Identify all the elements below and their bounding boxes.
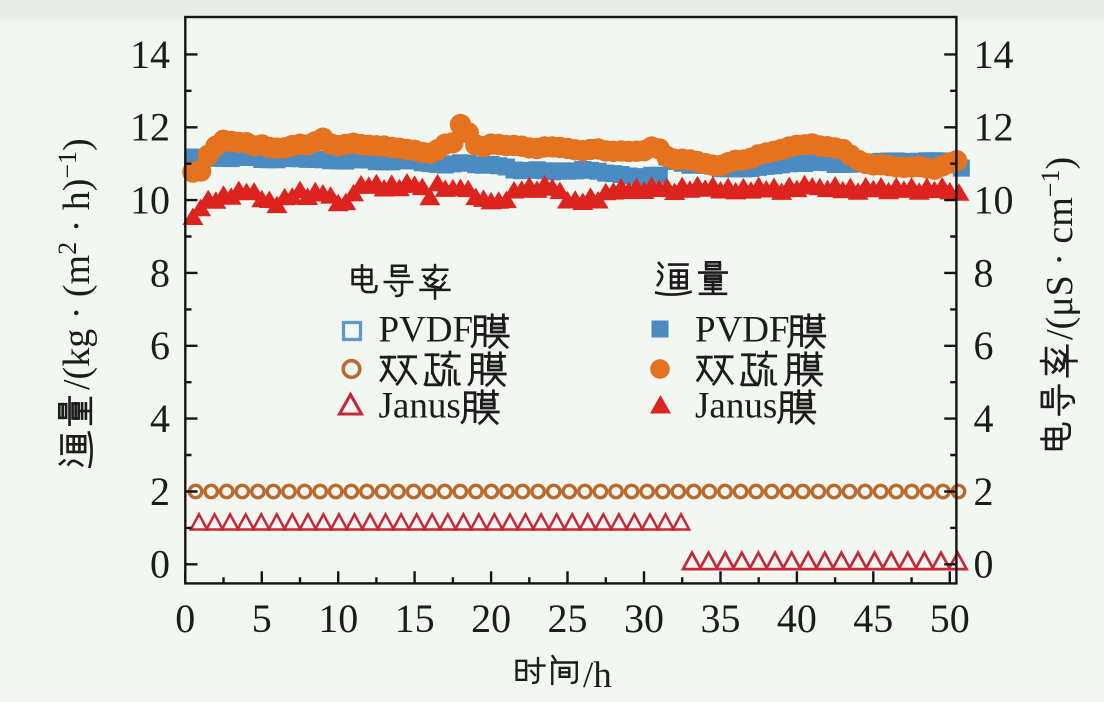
svg-text:50: 50	[930, 596, 970, 641]
svg-text:0: 0	[974, 542, 994, 587]
svg-text:8: 8	[150, 250, 170, 295]
svg-text:25: 25	[548, 596, 588, 641]
svg-text:10: 10	[318, 596, 358, 641]
svg-text:15: 15	[395, 596, 435, 641]
svg-text:45: 45	[853, 596, 893, 641]
svg-text:12: 12	[130, 105, 170, 150]
svg-text:PVDF: PVDF	[695, 310, 790, 351]
svg-text:5: 5	[252, 596, 272, 641]
svg-text:20: 20	[471, 596, 511, 641]
svg-text:6: 6	[150, 323, 170, 368]
svg-text:PVDF: PVDF	[379, 310, 474, 351]
svg-text:10: 10	[130, 178, 170, 223]
svg-text:/(kg · (m2 · h)−1): /(kg · (m2 · h)−1)	[53, 138, 98, 390]
svg-text:4: 4	[150, 396, 170, 441]
svg-text:Janus: Janus	[379, 385, 461, 426]
svg-text:2: 2	[974, 469, 994, 514]
svg-text:14: 14	[974, 32, 1014, 77]
svg-text:Janus: Janus	[695, 385, 777, 426]
svg-text:2: 2	[150, 469, 170, 514]
svg-text:/h: /h	[583, 655, 612, 696]
svg-text:4: 4	[974, 396, 994, 441]
svg-text:8: 8	[974, 250, 994, 295]
svg-text:6: 6	[974, 323, 994, 368]
svg-text:0: 0	[175, 596, 195, 641]
svg-text:35: 35	[701, 596, 741, 641]
svg-text:12: 12	[974, 105, 1014, 150]
svg-text:10: 10	[974, 178, 1014, 223]
svg-text:30: 30	[624, 596, 664, 641]
svg-text:0: 0	[150, 542, 170, 587]
svg-text:40: 40	[777, 596, 817, 641]
svg-text:14: 14	[130, 32, 170, 77]
